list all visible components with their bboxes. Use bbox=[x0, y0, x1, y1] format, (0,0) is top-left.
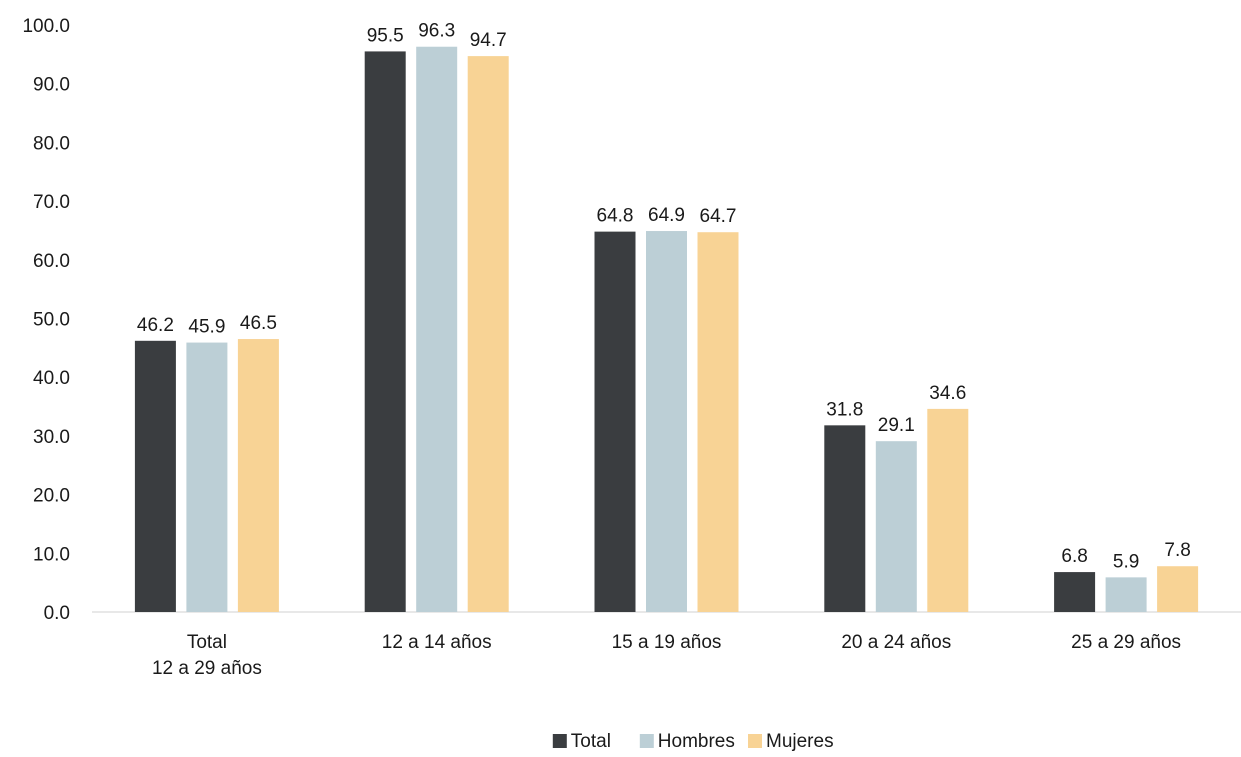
data-label: 5.9 bbox=[1113, 551, 1139, 572]
x-category-label: 25 a 29 años bbox=[1071, 632, 1181, 653]
bar-total bbox=[1054, 572, 1096, 612]
legend-label-hombres: Hombres bbox=[658, 731, 735, 752]
x-category-label: 12 a 29 años bbox=[152, 658, 262, 679]
y-tick-label: 40.0 bbox=[33, 368, 70, 389]
legend-label-total: Total bbox=[571, 731, 611, 752]
legend-swatch-total bbox=[552, 734, 567, 748]
bar-hombres bbox=[1105, 577, 1147, 612]
y-tick-label: 0.0 bbox=[44, 603, 70, 624]
y-tick-label: 100.0 bbox=[22, 16, 70, 37]
x-category-label: Total bbox=[187, 632, 227, 653]
data-label: 45.9 bbox=[188, 317, 225, 338]
data-label: 95.5 bbox=[367, 25, 404, 46]
y-tick-label: 20.0 bbox=[33, 486, 70, 507]
bar-total bbox=[134, 340, 176, 612]
bar-hombres bbox=[186, 342, 228, 612]
bar-mujeres bbox=[237, 339, 279, 612]
y-tick-label: 10.0 bbox=[33, 544, 70, 565]
bar-mujeres bbox=[1157, 566, 1199, 612]
bars-group bbox=[134, 46, 1199, 613]
x-category-label: 20 a 24 años bbox=[841, 632, 951, 653]
legend: Total Hombres Mujeres bbox=[552, 731, 834, 752]
legend-swatch-mujeres bbox=[748, 734, 762, 748]
bar-mujeres bbox=[927, 408, 969, 612]
x-axis-categories: Total 12 a 29 años 12 a 14 años 15 a 19 año… bbox=[152, 632, 1181, 679]
y-tick-label: 90.0 bbox=[33, 75, 70, 96]
bar-total bbox=[824, 425, 866, 612]
legend-label-mujeres: Mujeres bbox=[766, 731, 834, 752]
bar-hombres bbox=[875, 441, 917, 612]
data-label: 34.6 bbox=[929, 383, 966, 404]
bar-hombres bbox=[416, 46, 458, 613]
data-label: 46.2 bbox=[137, 315, 174, 336]
data-label: 46.5 bbox=[240, 313, 277, 334]
bar-mujeres bbox=[697, 232, 739, 612]
y-axis: 0.0 10.0 20.0 30.0 40.0 50.0 60.0 70.0 80.0 90.0 1… bbox=[22, 16, 70, 624]
legend-swatch-hombres bbox=[639, 734, 654, 748]
y-tick-label: 50.0 bbox=[33, 310, 70, 331]
data-label: 64.9 bbox=[648, 205, 685, 226]
x-category-label: 12 a 14 años bbox=[382, 632, 492, 653]
bar-mujeres bbox=[467, 56, 509, 612]
data-label: 7.8 bbox=[1164, 540, 1190, 561]
y-tick-label: 30.0 bbox=[33, 427, 70, 448]
y-tick-label: 60.0 bbox=[33, 251, 70, 272]
data-label: 6.8 bbox=[1061, 546, 1087, 567]
data-label: 31.8 bbox=[826, 399, 863, 420]
x-category-label: 15 a 19 años bbox=[612, 632, 722, 653]
data-label: 29.1 bbox=[878, 415, 915, 436]
y-tick-label: 80.0 bbox=[33, 133, 70, 154]
data-label: 94.7 bbox=[470, 30, 507, 51]
bar-hombres bbox=[646, 231, 687, 613]
data-label: 64.7 bbox=[700, 206, 737, 227]
bar-total bbox=[594, 231, 636, 612]
data-label: 96.3 bbox=[418, 21, 455, 42]
data-labels-group: 46.2 45.9 46.5 95.5 96.3 94.7 64.8 64.9 64.7 31.8… bbox=[137, 21, 1191, 573]
data-label: 64.8 bbox=[597, 206, 634, 227]
y-tick-label: 70.0 bbox=[33, 192, 70, 213]
bar-total bbox=[364, 51, 406, 613]
